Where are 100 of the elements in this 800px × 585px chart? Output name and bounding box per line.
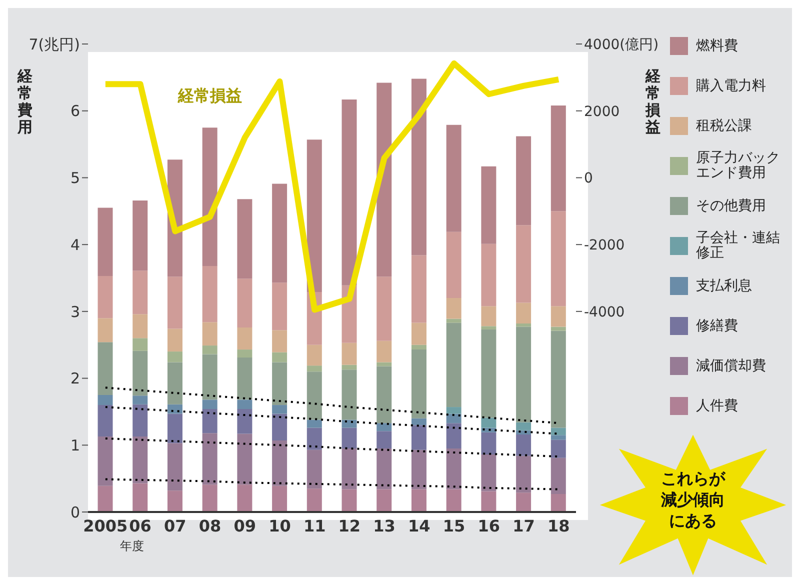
- bar: [481, 244, 496, 306]
- bar: [272, 405, 288, 414]
- bar: [516, 323, 532, 327]
- legend-label: 人件費: [696, 398, 738, 414]
- bar: [376, 489, 392, 512]
- bar: [342, 99, 357, 286]
- bar: [237, 278, 252, 328]
- bar: [481, 491, 496, 512]
- bar: [342, 448, 357, 490]
- bar: [306, 372, 322, 420]
- x-axis-title: 年度: [120, 539, 144, 553]
- bar: [342, 428, 357, 448]
- bar: [132, 350, 148, 396]
- bar: [237, 409, 252, 434]
- bar: [411, 450, 426, 490]
- x-tick-label: 18: [547, 516, 570, 536]
- bar: [202, 409, 218, 434]
- x-tick-label: 13: [373, 516, 396, 536]
- bar: [516, 422, 532, 430]
- y-axis-title: 経常費用: [16, 67, 34, 136]
- bar: [376, 362, 392, 366]
- bar: [342, 370, 357, 420]
- bar: [446, 489, 462, 512]
- y2-tick-label: 2000: [584, 104, 620, 120]
- bar: [98, 486, 113, 512]
- legend-label: 減価償却費: [696, 358, 766, 374]
- bar: [132, 314, 148, 338]
- y2-tick-label: 4000(億円): [584, 36, 659, 53]
- bar: [446, 423, 462, 448]
- bar: [376, 340, 392, 362]
- bar: [167, 443, 182, 491]
- bar: [167, 490, 182, 512]
- x-tick-label: 15: [442, 516, 466, 536]
- bar: [550, 330, 566, 428]
- bar: [342, 420, 357, 428]
- x-tick-label: 08: [198, 516, 222, 536]
- bar: [202, 128, 218, 266]
- bar: [481, 166, 496, 244]
- bar: [516, 434, 532, 456]
- bar: [376, 448, 392, 490]
- bar: [167, 404, 182, 414]
- bar: [516, 456, 532, 493]
- bar: [550, 440, 566, 458]
- bar: [132, 200, 148, 271]
- bar: [446, 448, 462, 490]
- bar: [446, 318, 462, 323]
- bar: [306, 366, 322, 372]
- bar: [376, 82, 392, 277]
- bar: [272, 362, 288, 406]
- x-tick-label: 17: [512, 516, 535, 536]
- y-tick-label: 2: [70, 370, 80, 388]
- legend-label: 修繕費: [696, 318, 738, 334]
- y-tick-label: 0: [70, 503, 80, 522]
- bar: [306, 344, 322, 366]
- bar: [167, 276, 182, 329]
- bar: [132, 396, 148, 404]
- bar: [272, 330, 288, 352]
- bar: [481, 454, 496, 492]
- bar: [481, 329, 496, 418]
- bar: [481, 306, 496, 326]
- text: これらが減少傾向にある: [660, 468, 726, 531]
- bar: [411, 78, 426, 256]
- bar: [167, 362, 182, 404]
- bar: [446, 298, 462, 319]
- bar: [376, 423, 392, 432]
- bar: [202, 433, 218, 485]
- bar: [550, 211, 566, 306]
- bar: [237, 199, 252, 279]
- bar: [446, 124, 462, 232]
- bar: [411, 255, 426, 323]
- bar: [516, 326, 532, 422]
- bar: [272, 414, 288, 440]
- x-tick-label: 2005: [83, 516, 128, 536]
- bar: [411, 489, 426, 512]
- bar: [237, 327, 252, 350]
- bar: [342, 342, 357, 365]
- bar: [202, 346, 218, 354]
- bar: [342, 489, 357, 512]
- line-series: [104, 478, 560, 490]
- bar: [132, 483, 148, 512]
- bar: [481, 326, 496, 330]
- legend-label: 子会社・連結修正: [696, 230, 781, 261]
- bar: [481, 432, 496, 455]
- bar: [202, 354, 218, 400]
- legend-label: 原子力バックエンド費用: [696, 150, 781, 181]
- bar: [550, 435, 566, 440]
- bar: [272, 440, 288, 486]
- legend-label: その他費用: [696, 198, 766, 214]
- y-tick-label: 1: [70, 436, 80, 454]
- bar: [132, 338, 148, 351]
- bar: [272, 352, 288, 362]
- bar: [167, 352, 182, 362]
- bar: [132, 436, 148, 484]
- bar: [411, 322, 426, 345]
- bar: [132, 404, 148, 436]
- bar: [237, 358, 252, 400]
- bar: [376, 431, 392, 448]
- bar: [550, 106, 566, 212]
- bar: [98, 276, 113, 318]
- bar: [376, 366, 392, 424]
